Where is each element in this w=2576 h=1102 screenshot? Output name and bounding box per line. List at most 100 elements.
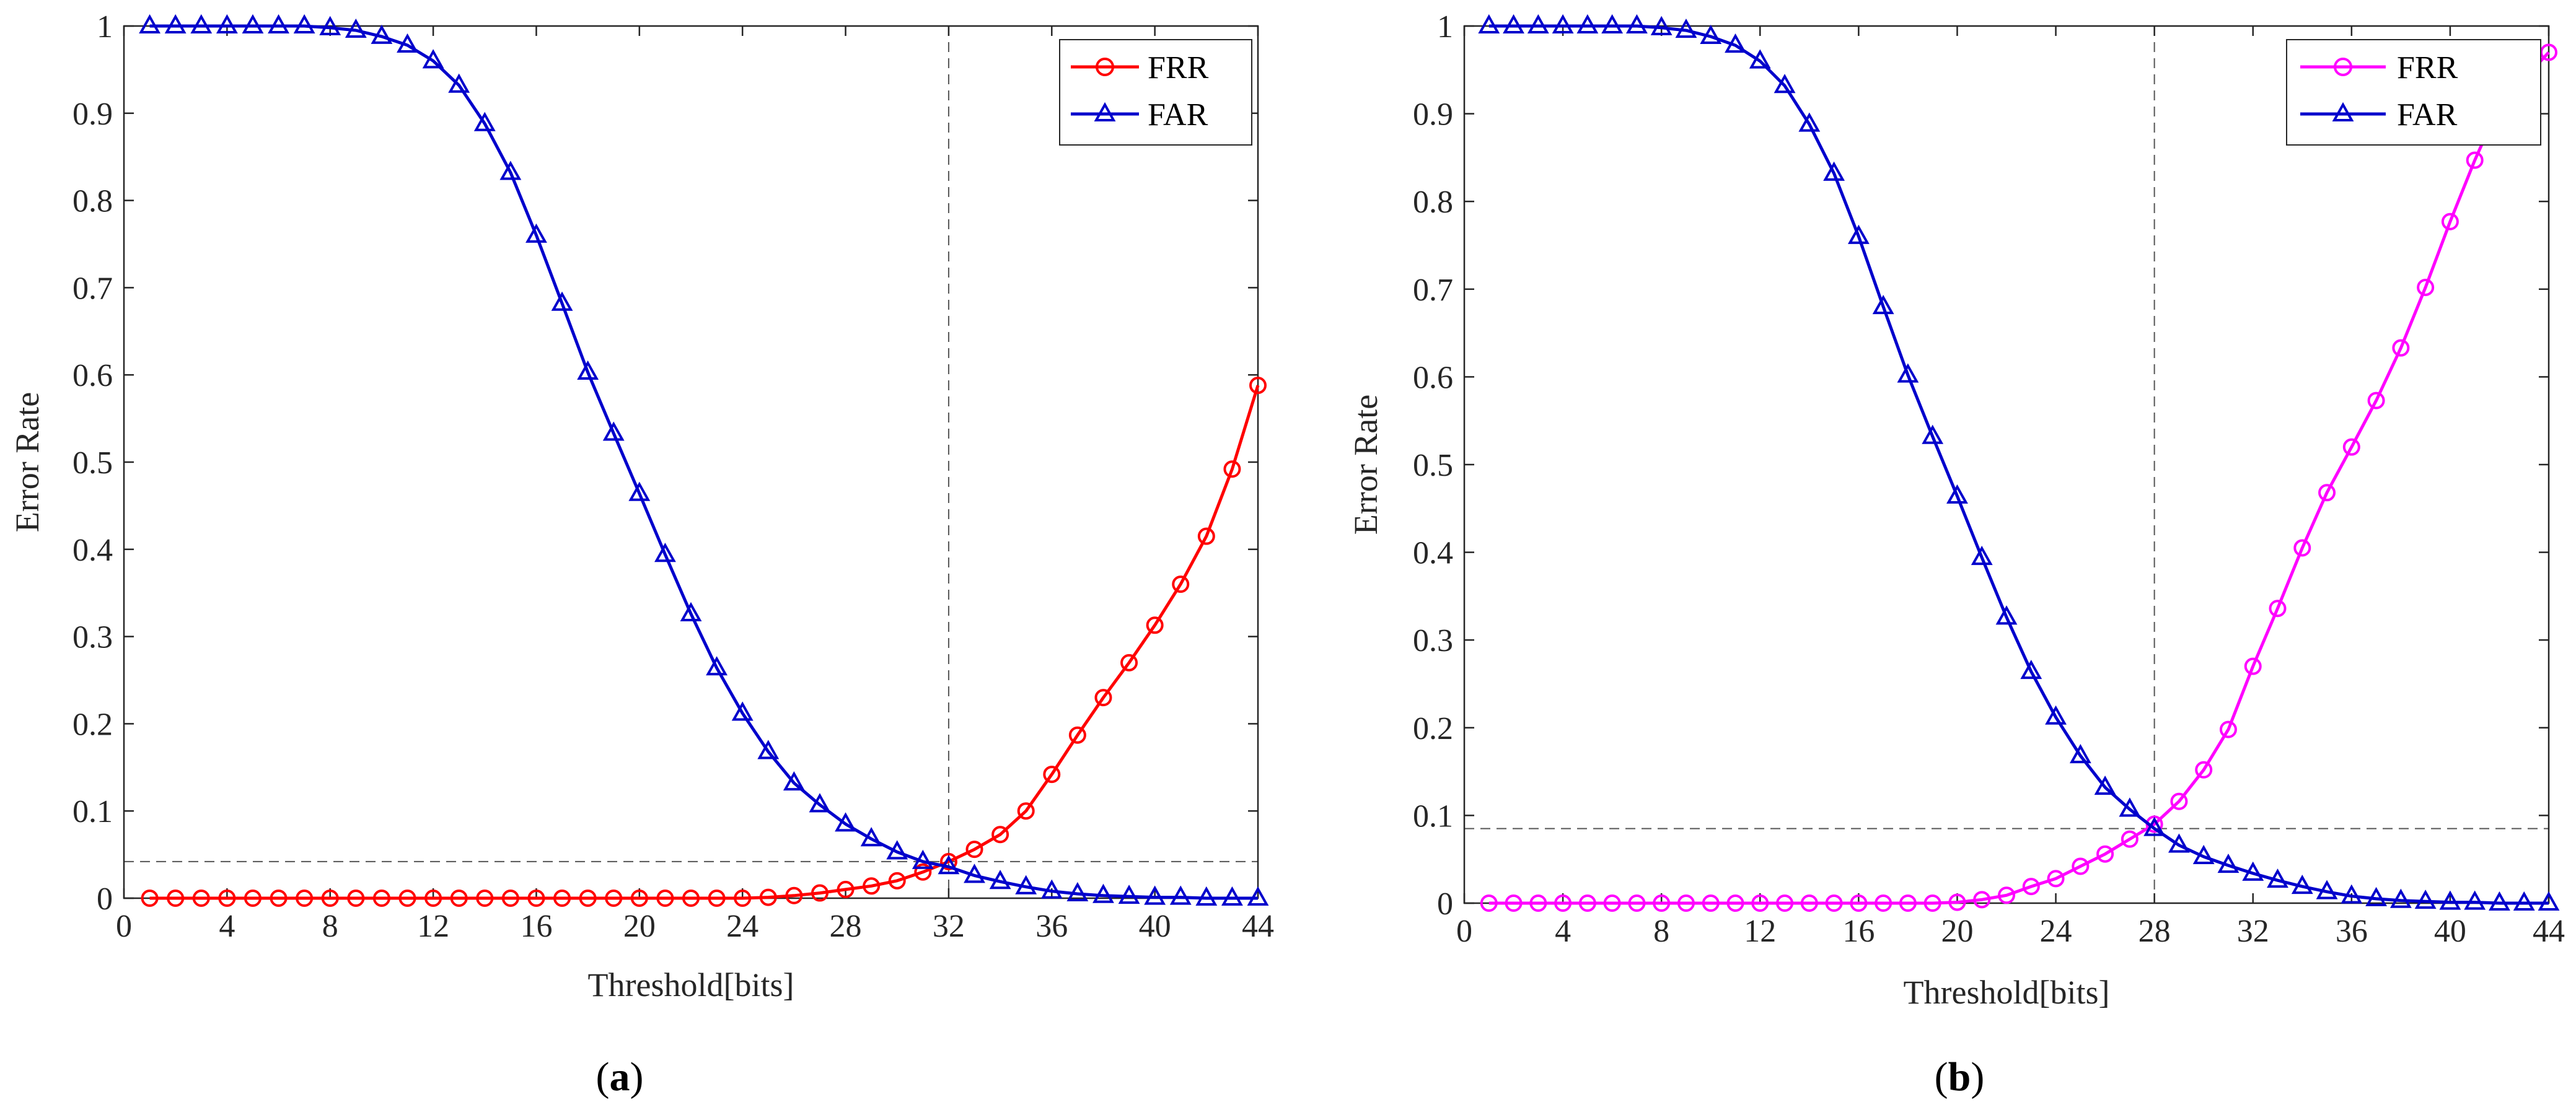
- point-far: [1527, 14, 1549, 33]
- legend-marker-frr: [2334, 58, 2352, 76]
- point-far: [1700, 24, 1722, 44]
- point-far: [525, 223, 547, 243]
- point-frr: [2244, 657, 2262, 675]
- point-frr: [1998, 886, 2015, 904]
- legend-item-far: FAR: [2300, 97, 2458, 133]
- point-frr: [1146, 616, 1164, 634]
- point-far: [809, 793, 831, 813]
- point-far: [551, 291, 573, 311]
- legend-label-far: FAR: [1148, 97, 1208, 133]
- point-far: [1601, 14, 1624, 33]
- point-frr: [708, 890, 726, 907]
- point-far: [190, 14, 213, 33]
- point-frr: [939, 852, 957, 870]
- point-far: [2267, 868, 2288, 888]
- y-tick-label: 0.1: [73, 794, 113, 829]
- y-tick-label: 0.8: [73, 184, 113, 219]
- point-far: [1675, 18, 1697, 38]
- x-axis-label: Threshold[bits]: [1904, 974, 2110, 1011]
- y-axis-label: Error Rate: [9, 392, 46, 532]
- point-far: [1946, 484, 1968, 504]
- point-frr: [167, 890, 185, 907]
- point-far: [628, 481, 651, 501]
- point-far: [371, 24, 393, 44]
- legend: FRR FAR: [1059, 39, 1252, 146]
- x-tick-label: 40: [1139, 909, 1171, 944]
- x-tick-label: 44: [1242, 909, 1274, 944]
- x-tick-label: 40: [2434, 914, 2466, 949]
- point-frr: [2293, 539, 2311, 557]
- x-tick-label: 0: [116, 909, 132, 944]
- legend-label-far: FAR: [2397, 97, 2458, 133]
- panel-caption-a: (a): [596, 1054, 644, 1100]
- point-far: [242, 14, 264, 33]
- point-far: [860, 827, 882, 847]
- point-far: [835, 812, 856, 832]
- series-line-far: [149, 24, 1258, 900]
- crossover-guides: [1464, 26, 2549, 903]
- point-frr: [1017, 802, 1035, 820]
- point-far: [2341, 884, 2363, 904]
- point-far: [654, 543, 676, 562]
- series-line-far: [1488, 24, 2549, 905]
- point-far: [1503, 14, 1524, 33]
- legend-label-frr: FRR: [2397, 50, 2458, 85]
- point-frr: [2367, 391, 2385, 409]
- point-frr: [1825, 894, 1843, 912]
- chart-panel-b: 0 4 8 12 16 20 24 28 32 36 40 44 0 0.1 0.2 0.3 0.4 0.5 0.6…: [1347, 9, 2565, 1100]
- point-far: [938, 855, 960, 875]
- point-far: [602, 421, 625, 441]
- point-frr: [863, 877, 881, 895]
- plot-area: [1463, 25, 2550, 904]
- point-far: [2045, 705, 2067, 725]
- point-far: [164, 14, 187, 33]
- point-frr: [1751, 894, 1769, 912]
- point-frr: [759, 888, 777, 906]
- x-tick-label: 24: [726, 909, 758, 944]
- legend-marker-frr: [1096, 58, 1114, 76]
- x-tick-label: 20: [1941, 914, 1973, 949]
- point-frr: [2121, 830, 2139, 848]
- legend: FRR FAR: [2286, 39, 2541, 146]
- legend-label-frr: FRR: [1148, 50, 1209, 85]
- point-far: [757, 740, 780, 759]
- legend-box: [2286, 39, 2541, 146]
- point-frr: [2195, 761, 2213, 779]
- x-tick-label: 28: [830, 909, 862, 944]
- y-tick-label: 0.3: [1413, 623, 1453, 658]
- point-far: [1478, 14, 1500, 33]
- point-frr: [192, 890, 210, 907]
- y-tick-label: 0.4: [73, 533, 113, 568]
- point-frr: [1702, 894, 1720, 912]
- point-far: [448, 73, 470, 93]
- y-tick-label: 0: [97, 881, 113, 917]
- x-tick-label: 32: [933, 909, 965, 944]
- point-far: [1144, 885, 1166, 905]
- y-tick-label: 0.2: [73, 707, 113, 742]
- point-far: [2143, 816, 2166, 836]
- axis-ticks: 0 4 8 12 16 20 24 28 32 36 40 44 0 0.1 0.2 0.3 0.4 0.5 0.6…: [1413, 9, 2565, 949]
- point-frr: [553, 890, 571, 907]
- x-axis-label: Threshold[bits]: [588, 966, 794, 1004]
- point-far: [886, 840, 908, 860]
- point-far: [268, 14, 289, 33]
- y-tick-label: 0.3: [73, 620, 113, 655]
- point-far: [1995, 605, 2018, 625]
- point-far: [2094, 775, 2116, 795]
- x-tick-label: 24: [2040, 914, 2072, 949]
- point-frr: [1578, 894, 1596, 912]
- point-frr: [347, 890, 365, 907]
- point-far: [473, 112, 496, 131]
- point-frr: [1223, 460, 1241, 478]
- point-far: [2316, 880, 2338, 899]
- x-tick-label: 36: [2336, 914, 2368, 949]
- point-frr: [476, 890, 494, 907]
- point-far: [1625, 14, 1648, 33]
- point-far: [964, 864, 985, 883]
- point-frr: [1172, 575, 1190, 593]
- point-frr: [811, 884, 829, 902]
- point-far: [1195, 886, 1218, 906]
- legend-item-far: FAR: [1071, 97, 1208, 133]
- point-frr: [605, 890, 623, 907]
